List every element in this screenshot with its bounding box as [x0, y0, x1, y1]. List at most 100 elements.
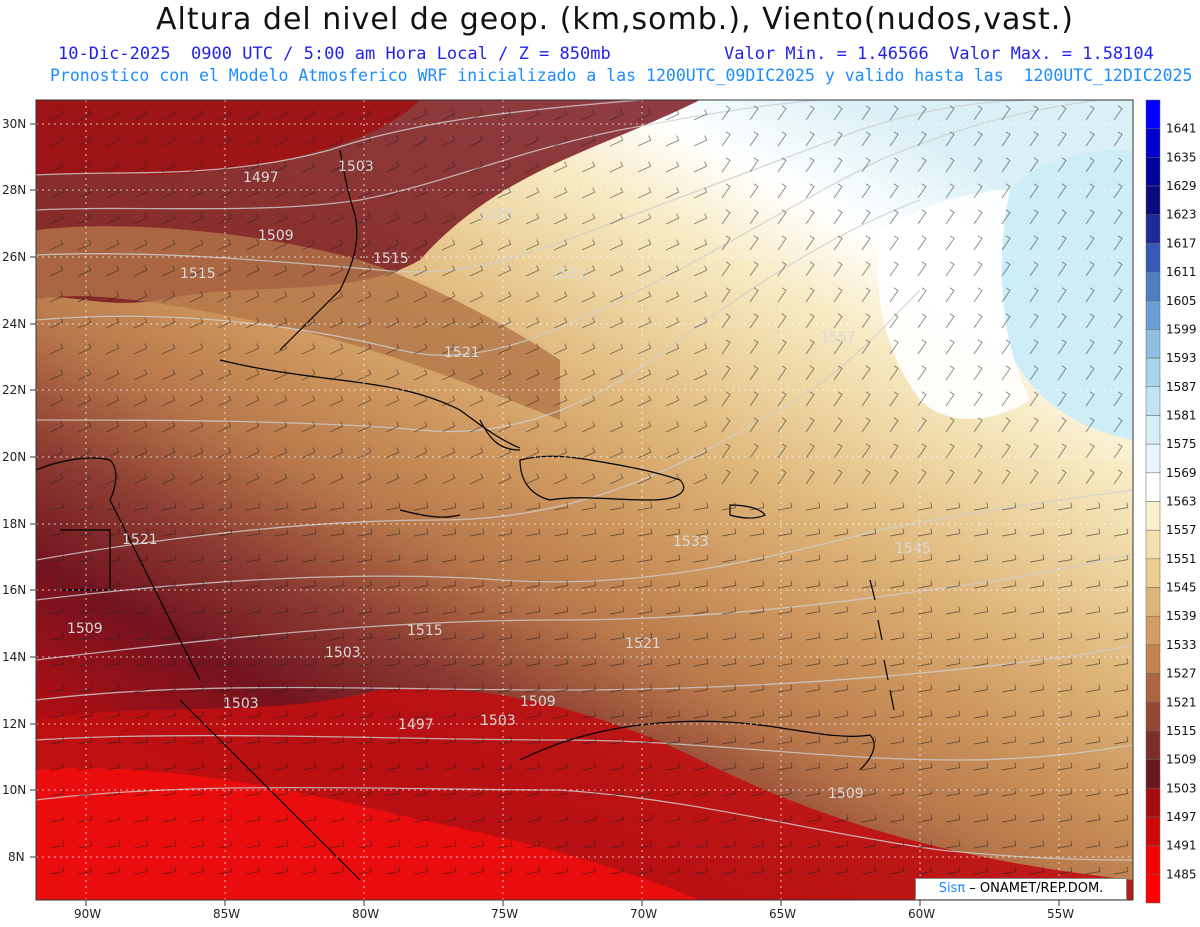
wind-barb: [889, 469, 899, 485]
wind-barb: [497, 788, 513, 797]
wind-barb: [945, 554, 961, 563]
wind-barb: [917, 606, 933, 615]
wind-barb: [133, 265, 148, 277]
wind-barb: [49, 343, 64, 355]
colorbar-label: 1593: [1166, 351, 1197, 365]
wind-barb: [301, 265, 316, 277]
wind-barb: [833, 365, 843, 381]
wind-barb: [1029, 840, 1045, 849]
wind-barb: [665, 788, 681, 797]
wind-barb: [161, 528, 177, 537]
wind-barb: [301, 710, 317, 719]
wind-barb: [973, 710, 989, 719]
wind-barb: [1029, 183, 1039, 199]
wind-barb: [861, 632, 877, 641]
wind-barb: [805, 235, 815, 251]
wind-barb: [77, 710, 93, 719]
wind-barb: [469, 265, 484, 277]
colorbar-label: 1515: [1166, 724, 1197, 738]
wind-barb: [889, 658, 905, 667]
wind-barb: [749, 339, 759, 355]
wind-barb: [1085, 261, 1095, 277]
wind-barb: [49, 606, 65, 615]
wind-barb: [133, 213, 148, 225]
wind-barb: [581, 239, 596, 251]
wind-barb: [609, 239, 624, 251]
wind-barb: [161, 762, 177, 771]
wind-barb: [945, 417, 955, 433]
wind-barb: [889, 183, 899, 199]
wind-barb: [161, 684, 177, 693]
wind-barb: [77, 135, 92, 147]
wind-barb: [945, 443, 955, 459]
wind-barb: [693, 317, 708, 329]
contour-label: 1521: [122, 532, 158, 548]
wind-barb: [245, 788, 261, 797]
wind-barb: [1113, 339, 1123, 355]
wind-barb: [721, 580, 737, 589]
wind-barb: [945, 762, 961, 771]
wind-barb: [945, 131, 955, 147]
wind-barb: [469, 317, 484, 329]
wind-barb: [693, 109, 708, 121]
wind-barb: [637, 710, 653, 719]
wind-barb: [1085, 391, 1095, 407]
wind-barb: [49, 447, 64, 459]
wind-barb: [861, 131, 871, 147]
wind-barb: [133, 395, 148, 407]
wind-barb: [105, 528, 121, 537]
wind-barb: [469, 395, 484, 407]
wind-barb: [861, 443, 871, 459]
wind-barb: [441, 213, 456, 225]
wind-barb: [1029, 313, 1039, 329]
wind-barb: [1113, 788, 1129, 797]
contour-label: 1533: [673, 534, 709, 550]
wind-barb: [133, 788, 149, 797]
wind-barb: [1057, 391, 1067, 407]
wind-barb: [217, 447, 232, 459]
wind-barb: [133, 814, 149, 823]
wind-barb: [1113, 632, 1129, 641]
wind-barb: [301, 840, 317, 849]
wind-barb: [273, 109, 288, 121]
wind-barb: [105, 447, 120, 459]
wind-barb: [1057, 632, 1073, 641]
wind-barb: [329, 580, 345, 589]
florida-coast: [279, 149, 358, 351]
wind-barb: [553, 580, 569, 589]
wind-barb: [245, 395, 260, 407]
wind-barb: [49, 291, 64, 303]
wind-barb: [1057, 183, 1067, 199]
wind-barb: [245, 632, 261, 641]
wind-barb: [217, 736, 233, 745]
wind-barb: [581, 187, 596, 199]
wind-barb: [1029, 391, 1039, 407]
wind-barb: [1029, 788, 1045, 797]
wind-barb: [385, 632, 401, 641]
wind-barb: [329, 658, 345, 667]
colorbar-swatch: [1145, 386, 1161, 416]
wind-barb: [1085, 235, 1095, 251]
wind-barb: [1085, 710, 1101, 719]
wind-barb: [777, 814, 793, 823]
wind-barb: [833, 287, 843, 303]
wind-barb: [329, 161, 344, 173]
wind-barb: [1085, 684, 1101, 693]
wind-barb: [329, 369, 344, 381]
wind-barb: [1085, 632, 1101, 641]
wind-barb: [1113, 814, 1129, 823]
wind-barb: [805, 684, 821, 693]
wind-barb: [721, 606, 737, 615]
wind-barb: [1113, 417, 1123, 433]
wind-barb: [1085, 131, 1095, 147]
wind-barb: [693, 814, 709, 823]
wind-barb: [301, 684, 317, 693]
wind-barb: [77, 239, 92, 251]
wind-barb: [609, 788, 625, 797]
wind-barb: [581, 788, 597, 797]
wind-barb: [1029, 502, 1045, 511]
wind-barb: [1085, 606, 1101, 615]
wind-barb: [637, 343, 652, 355]
wind-barb: [1057, 762, 1073, 771]
wind-barb: [245, 213, 260, 225]
